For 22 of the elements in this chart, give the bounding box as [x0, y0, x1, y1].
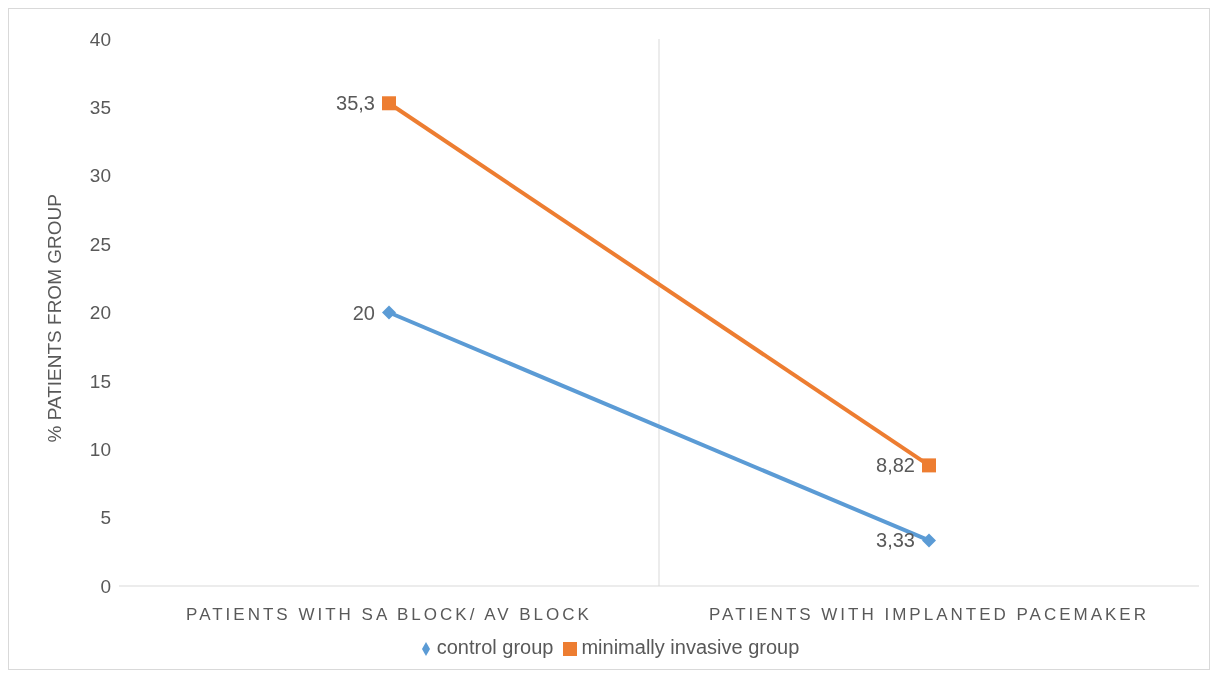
- legend-label: minimally invasive group: [581, 636, 800, 658]
- y-axis-title: % PATIENTS FROM GROUP: [43, 194, 65, 443]
- legend-label: control group: [436, 636, 554, 658]
- data-label: 35,3: [336, 92, 375, 115]
- data-label: 8,82: [876, 454, 915, 477]
- y-tick-label: 20: [89, 302, 111, 324]
- x-tick-label: PATIENTS WITH SA BLOCK/ AV BLOCK: [186, 605, 592, 625]
- x-tick-label: PATIENTS WITH IMPLANTED PACEMAKER: [709, 605, 1149, 625]
- y-tick-label: 0: [100, 575, 111, 597]
- point: [382, 96, 396, 111]
- point: [382, 305, 396, 320]
- y-tick-label: 5: [100, 507, 111, 529]
- y-tick-label: 10: [89, 438, 111, 460]
- y-tick-label: 30: [89, 165, 111, 187]
- y-tick-label: 25: [89, 233, 111, 255]
- point: [922, 458, 936, 473]
- y-tick-label: 15: [89, 370, 111, 392]
- y-tick-label: 40: [89, 28, 111, 50]
- data-label: 20: [352, 301, 375, 324]
- point: [922, 533, 936, 548]
- data-label: 3,33: [876, 529, 915, 552]
- y-tick-label: 35: [89, 97, 111, 119]
